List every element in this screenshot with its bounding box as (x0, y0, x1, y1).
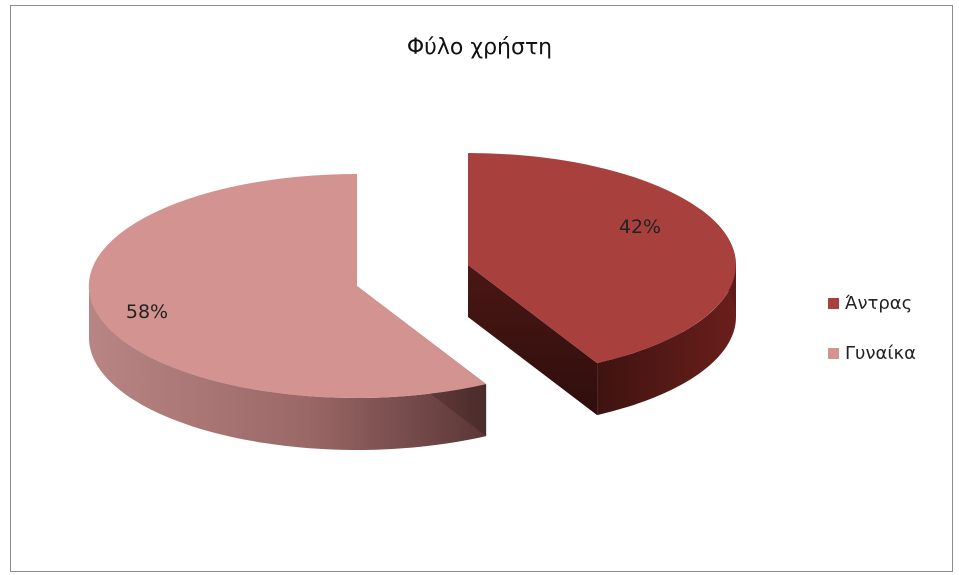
slice-men (468, 153, 736, 364)
legend-label-men: Άντρας (845, 292, 913, 314)
data-label-men: 42% (619, 216, 661, 238)
pie-data-labels: 42% 58% (126, 216, 661, 323)
slice-side-men (597, 265, 736, 416)
pie-slices (88, 153, 736, 450)
chart-title: Φύλο χρήστη (406, 35, 553, 60)
legend-item-men: Άντρας (828, 288, 916, 318)
slice-side-women (89, 286, 487, 450)
legend-item-women: Γυναίκα (828, 338, 916, 368)
slice-women (88, 173, 487, 398)
legend: Άντρας Γυναίκα (828, 288, 916, 388)
slice-face-men (468, 265, 598, 416)
legend-swatch-men (828, 297, 839, 309)
legend-swatch-women (828, 347, 839, 359)
legend-label-women: Γυναίκα (845, 342, 916, 364)
data-label-women: 58% (126, 301, 168, 323)
